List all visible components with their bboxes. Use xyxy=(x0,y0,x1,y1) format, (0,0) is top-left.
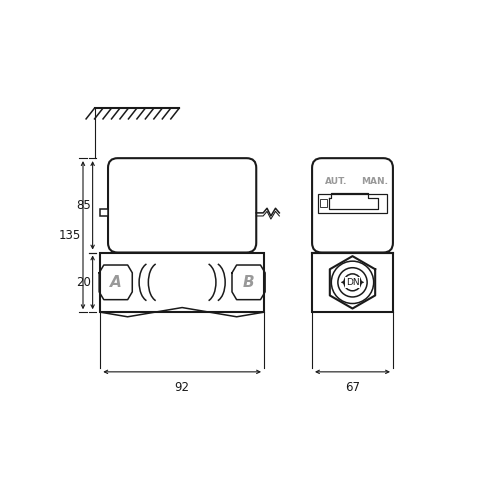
Bar xyxy=(318,194,387,213)
Text: 20: 20 xyxy=(76,276,90,289)
Text: 135: 135 xyxy=(59,228,81,241)
Text: AUT.: AUT. xyxy=(325,178,347,186)
Bar xyxy=(100,210,108,216)
Text: 85: 85 xyxy=(76,199,90,212)
FancyBboxPatch shape xyxy=(312,158,393,252)
Bar xyxy=(312,252,393,312)
Bar xyxy=(320,199,326,207)
Text: MAN.: MAN. xyxy=(361,178,388,186)
FancyBboxPatch shape xyxy=(108,158,256,252)
Text: B: B xyxy=(242,275,254,290)
Text: DN: DN xyxy=(346,278,360,287)
Text: 92: 92 xyxy=(174,382,190,394)
Text: 67: 67 xyxy=(345,382,360,394)
Bar xyxy=(100,252,264,312)
Text: A: A xyxy=(110,275,122,290)
